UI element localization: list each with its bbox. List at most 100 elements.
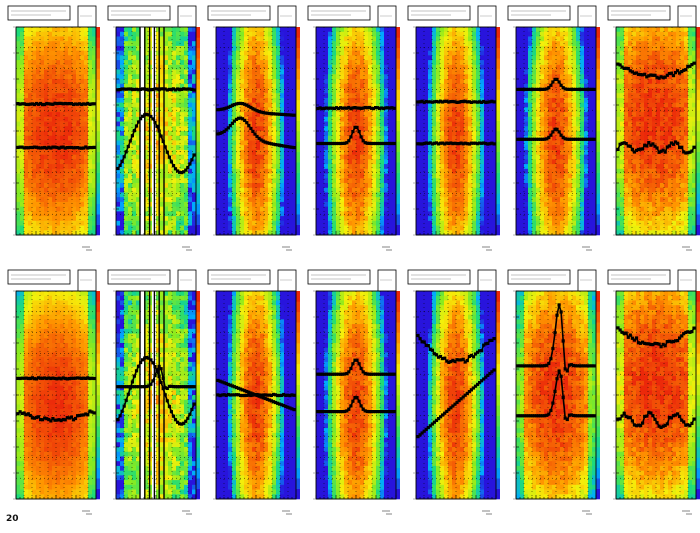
- palette-cell: [96, 172, 100, 184]
- palette-cell: [196, 291, 200, 302]
- palette-cell: [296, 405, 300, 417]
- palette-cell: [296, 415, 300, 427]
- palette-cell: [596, 37, 600, 49]
- palette-cell: [396, 395, 400, 406]
- palette-cell: [396, 47, 400, 59]
- palette-cell: [96, 120, 100, 132]
- profile-series-1: [616, 326, 696, 349]
- palette-cell: [96, 363, 100, 375]
- palette-cell: [296, 395, 300, 406]
- palette-cell: [696, 395, 700, 406]
- palette-cell: [96, 99, 100, 111]
- palette-cell: [496, 332, 500, 344]
- panel-title-box: [7, 269, 71, 285]
- palette-cell: [96, 183, 100, 194]
- palette-cell: [196, 99, 200, 111]
- palette-cell: [696, 120, 700, 132]
- palette-cell: [596, 374, 600, 385]
- palette-cell: [596, 478, 600, 489]
- palette-cell: [596, 224, 600, 236]
- profile-line: [318, 359, 394, 375]
- heatmap: [416, 291, 497, 500]
- panel-4: [307, 5, 400, 251]
- palette-cell: [196, 79, 200, 90]
- palette-cell: [196, 193, 200, 205]
- palette-cell: [496, 68, 500, 80]
- palette-cell: [496, 162, 500, 173]
- profile-series-2: [16, 145, 96, 150]
- palette-cell: [596, 183, 600, 194]
- palette-cell: [96, 343, 100, 354]
- heatmap: [16, 27, 97, 236]
- palette-cell: [96, 426, 100, 437]
- palette-cell: [696, 183, 700, 194]
- profile-line: [518, 128, 594, 141]
- palette-cell: [96, 311, 100, 323]
- palette-cell: [496, 183, 500, 194]
- profile-series-2: [116, 364, 196, 390]
- palette-cell: [296, 214, 300, 225]
- palette-cell: [196, 426, 200, 437]
- palette-cell: [296, 172, 300, 184]
- palette-cell: [296, 131, 300, 142]
- palette-cell: [696, 291, 700, 302]
- palette-cell: [696, 99, 700, 111]
- palette-cell: [596, 395, 600, 406]
- profile-line: [518, 368, 594, 421]
- palette-cell: [596, 301, 600, 313]
- palette-cell: [396, 374, 400, 385]
- palette-cell: [296, 151, 300, 163]
- palette-cell: [396, 426, 400, 437]
- palette-cell: [596, 99, 600, 111]
- panel-title-box: [307, 5, 371, 21]
- palette-cell: [296, 447, 300, 458]
- palette-cell: [496, 374, 500, 385]
- palette-cell: [196, 343, 200, 354]
- palette-cell: [96, 89, 100, 101]
- palette-cell: [696, 467, 700, 479]
- profile-line: [17, 146, 95, 150]
- palette-cell: [296, 384, 300, 396]
- palette-cell: [596, 68, 600, 80]
- panel-2: [107, 5, 200, 251]
- palette-cell: [596, 47, 600, 59]
- panel-title-box: [207, 5, 271, 21]
- palette-cell: [496, 99, 500, 111]
- profile-line: [17, 410, 95, 422]
- palette-cell: [496, 58, 500, 69]
- profile-series-2: [516, 127, 596, 141]
- panel-title-box: [107, 269, 171, 285]
- profile-series-2: [16, 409, 96, 423]
- palette-cell: [596, 291, 600, 302]
- profile-line: [317, 106, 395, 110]
- palette-cell: [96, 27, 100, 38]
- panel-6: [507, 5, 600, 251]
- profile-line: [117, 87, 195, 91]
- palette-cell: [696, 478, 700, 489]
- palette-cell: [696, 131, 700, 142]
- palette-cell: [696, 141, 700, 153]
- palette-cell: [696, 110, 700, 121]
- palette-cell: [596, 311, 600, 323]
- palette-cell: [696, 415, 700, 427]
- heatmap: [216, 291, 297, 500]
- palette-cell: [696, 79, 700, 90]
- palette-cell: [496, 224, 500, 236]
- palette-cell: [296, 467, 300, 479]
- profile-line: [617, 411, 695, 429]
- panel-8: [7, 269, 100, 515]
- palette-cell: [196, 27, 200, 38]
- palette-cell: [696, 224, 700, 236]
- panel-10: [207, 269, 300, 515]
- palette-cell: [96, 203, 100, 215]
- panel-title-box: [407, 5, 471, 21]
- profile-line: [417, 369, 495, 438]
- palette-cell: [396, 89, 400, 101]
- profile-line: [217, 379, 295, 411]
- palette-cell: [496, 311, 500, 323]
- palette-cell: [596, 193, 600, 205]
- palette-cell: [496, 79, 500, 90]
- palette-cell: [196, 47, 200, 59]
- palette-cell: [96, 162, 100, 173]
- profile-line: [617, 140, 695, 154]
